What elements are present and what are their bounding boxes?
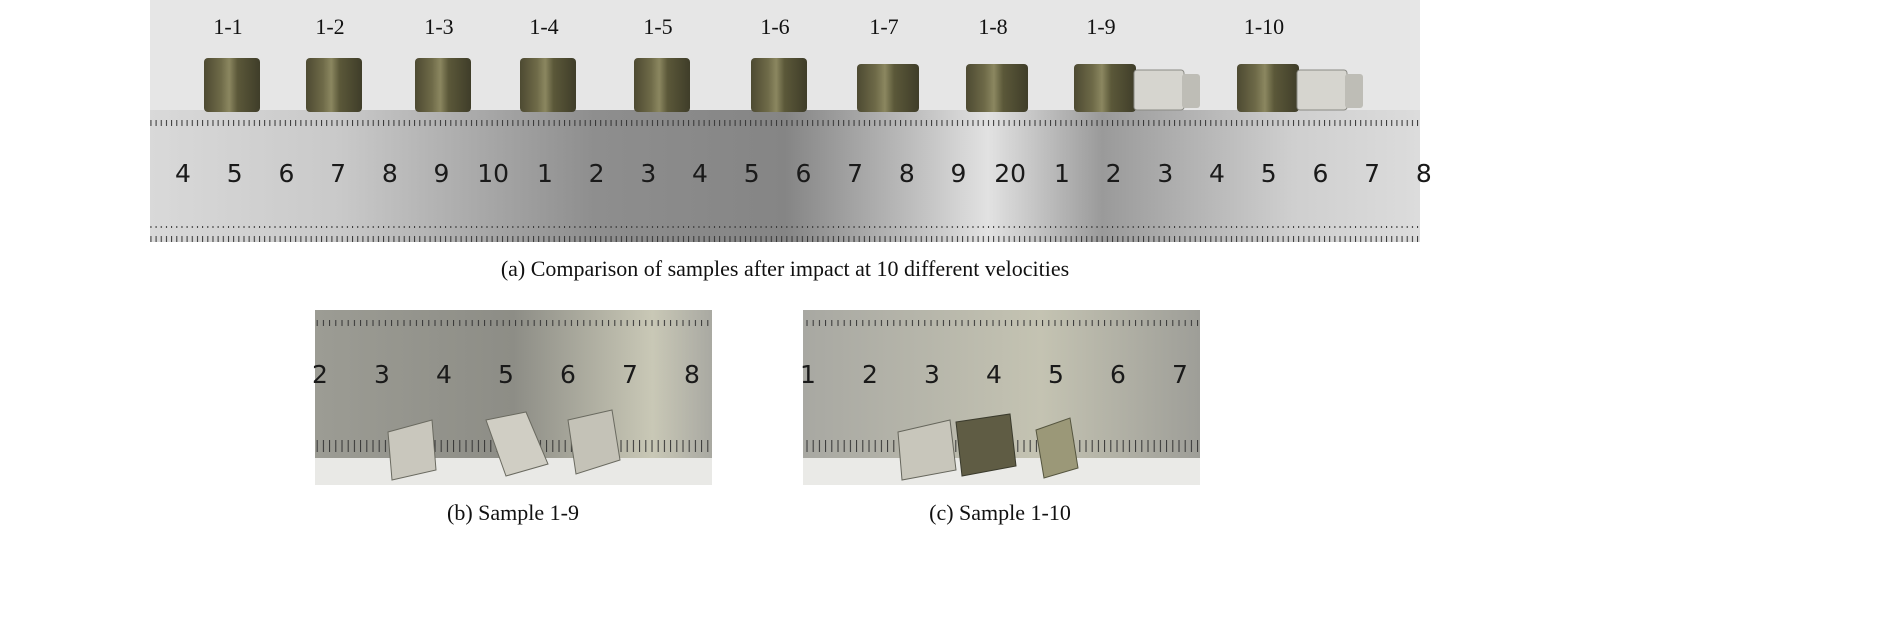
sample <box>204 58 260 112</box>
photo-b: 2 3 4 5 6 7 8 <box>312 310 712 485</box>
caption: (b) Sample 1-9 <box>447 500 579 525</box>
ruler-number: 4 <box>1209 159 1225 188</box>
ruler-number: 2 <box>589 159 605 188</box>
ruler-ticks <box>803 312 1200 326</box>
ruler-number: 5 <box>227 159 243 188</box>
ruler-number: 1 <box>1054 159 1070 188</box>
photo-a: 1-1 1-2 1-3 1-4 1-5 1-6 1-7 1-8 1-9 1-10 4 5 6 7 8 9 10… <box>150 0 1432 242</box>
caption: (a) Comparison of samples after impact a… <box>501 256 1069 281</box>
ruler-number: 9 <box>951 159 967 188</box>
ruler-numbers: 4 5 6 7 8 9 10 1 2 3 4 5 6 7 8 9 20 1 2 3 4 5 6 7 8 <box>175 159 1432 188</box>
ruler-number: 5 <box>744 159 760 188</box>
fragment <box>1035 417 1079 479</box>
caption: (c) Sample 1-10 <box>929 500 1071 525</box>
ruler-number: 6 <box>1312 159 1328 188</box>
sample <box>751 58 807 112</box>
ruler-number: 1 <box>800 360 816 389</box>
ruler-number: 6 <box>278 159 294 188</box>
sample <box>520 58 576 112</box>
ruler-number: 8 <box>684 360 700 389</box>
fragment <box>387 419 437 481</box>
ruler-number: 5 <box>1048 360 1064 389</box>
ruler-number: 7 <box>330 159 346 188</box>
ruler-number: 6 <box>560 360 576 389</box>
sample-label: 1-8 <box>978 14 1007 39</box>
ruler-number: 7 <box>1364 159 1380 188</box>
fragment <box>485 411 549 477</box>
ruler-number: 6 <box>795 159 811 188</box>
ruler-number: 3 <box>1157 159 1173 188</box>
ruler-number: 3 <box>640 159 656 188</box>
ruler-number: 3 <box>374 360 390 389</box>
ruler-ticks <box>315 312 712 326</box>
sample <box>966 64 1028 112</box>
ruler-number: 8 <box>899 159 915 188</box>
ruler-number: 4 <box>986 360 1002 389</box>
sample <box>306 58 362 112</box>
sample-label: 1-5 <box>643 14 672 39</box>
ruler-number: 7 <box>847 159 863 188</box>
fragment <box>955 413 1017 477</box>
sample-label: 1-3 <box>424 14 453 39</box>
fragment <box>567 409 621 475</box>
ruler-ticks <box>150 112 1420 126</box>
ruler-number: 20 <box>994 159 1026 188</box>
ruler-ticks <box>150 226 1420 242</box>
ruler-number: 2 <box>312 360 328 389</box>
sample-label: 1-10 <box>1244 14 1284 39</box>
ruler-numbers: 2 3 4 5 6 7 8 <box>312 360 700 389</box>
sample-fragment <box>1296 69 1348 111</box>
ruler-number: 10 <box>477 159 509 188</box>
sample-label: 1-9 <box>1086 14 1115 39</box>
fragments <box>387 409 621 481</box>
ruler-number: 1 <box>537 159 553 188</box>
ruler-number: 8 <box>382 159 398 188</box>
ruler-number: 4 <box>692 159 708 188</box>
ruler <box>150 110 1420 242</box>
ruler-number: 4 <box>175 159 191 188</box>
ruler-number: 5 <box>498 360 514 389</box>
sample-label: 1-7 <box>869 14 898 39</box>
sample <box>857 64 919 112</box>
ruler-number: 2 <box>1106 159 1122 188</box>
ruler-number: 7 <box>1172 360 1188 389</box>
photo-c: 1 2 3 4 5 6 7 <box>800 310 1200 485</box>
ruler-number: 4 <box>436 360 452 389</box>
sample <box>415 58 471 112</box>
sample <box>634 58 690 112</box>
sample-label: 1-6 <box>760 14 789 39</box>
sample <box>1237 64 1299 112</box>
ruler-number: 9 <box>434 159 450 188</box>
fragments <box>897 413 1079 481</box>
sample-label: 1-2 <box>315 14 344 39</box>
ruler-number: 5 <box>1261 159 1277 188</box>
sample-fragment <box>1345 74 1363 108</box>
samples: 1-1 1-2 1-3 1-4 1-5 1-6 1-7 1-8 1-9 1-10 <box>204 14 1363 112</box>
sample-fragment <box>1182 74 1200 108</box>
sample-label: 1-1 <box>213 14 242 39</box>
ruler-number: 3 <box>924 360 940 389</box>
ruler-number: 6 <box>1110 360 1126 389</box>
fragment <box>897 419 957 481</box>
sample <box>1074 64 1136 112</box>
sample-fragment <box>1133 69 1185 111</box>
ruler-number: 8 <box>1416 159 1432 188</box>
ruler-numbers: 1 2 3 4 5 6 7 <box>800 360 1188 389</box>
sample-label: 1-4 <box>529 14 558 39</box>
ruler-number: 7 <box>622 360 638 389</box>
ruler-number: 2 <box>862 360 878 389</box>
